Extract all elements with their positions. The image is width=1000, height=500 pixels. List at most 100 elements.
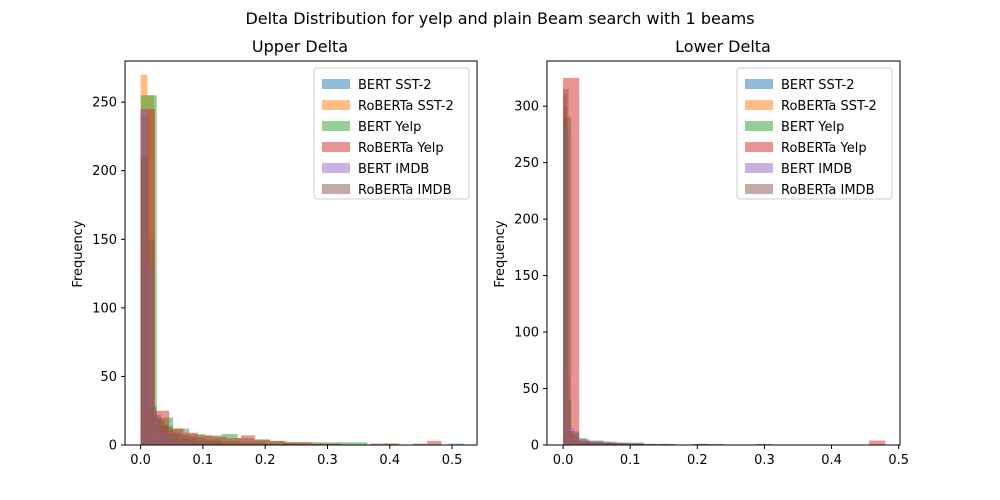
upper-delta-bar-roberta-imdb-4 bbox=[167, 434, 178, 445]
lower-delta-xtick-label-3: 0.3 bbox=[754, 453, 775, 468]
lower-delta-legend: BERT SST-2 RoBERTa SST-2 BERT Yelp RoBERTa … bbox=[736, 67, 893, 200]
lower-delta-ytick-label-4: 200 bbox=[514, 213, 539, 228]
upper-delta-legend-swatch-roberta-yelp bbox=[322, 142, 350, 152]
upper-delta-legend-label-roberta-yelp: RoBERTa Yelp bbox=[358, 141, 444, 156]
lower-delta-legend-swatch-bert-imdb bbox=[745, 163, 773, 173]
lower-delta-legend-swatch-roberta-imdb bbox=[745, 184, 773, 194]
figure-title: Delta Distribution for yelp and plain Be… bbox=[245, 9, 754, 28]
upper-delta-bar-roberta-yelp-15 bbox=[384, 443, 399, 445]
upper-delta-ylabel: Frequency bbox=[71, 220, 86, 287]
upper-delta-bar-roberta-yelp-7 bbox=[240, 435, 256, 445]
upper-delta-bar-roberta-yelp-6 bbox=[226, 438, 241, 445]
upper-delta-legend-label-bert-imdb: BERT IMDB bbox=[358, 162, 429, 177]
lower-delta-ytick-label-3: 150 bbox=[514, 269, 539, 284]
lower-delta-xtick-label-0: 0.0 bbox=[553, 453, 574, 468]
upper-delta-ytick-label-1: 50 bbox=[100, 370, 117, 385]
upper-delta-legend-label-bert-sst-2: BERT SST-2 bbox=[358, 78, 432, 93]
upper-delta-bars bbox=[140, 74, 465, 446]
upper-delta-bar-roberta-yelp-16 bbox=[412, 443, 428, 445]
lower-delta-bar-roberta-imdb-2 bbox=[573, 439, 580, 445]
upper-delta-bar-roberta-imdb-5 bbox=[177, 439, 197, 445]
upper-delta-bar-roberta-yelp-12 bbox=[312, 443, 327, 445]
upper-delta-ytick-label-5: 250 bbox=[92, 96, 117, 111]
lower-delta-ylabel: Frequency bbox=[493, 220, 508, 287]
upper-delta-legend-label-bert-yelp: BERT Yelp bbox=[358, 120, 421, 135]
upper-delta-legend: BERT SST-2 RoBERTa SST-2 BERT Yelp RoBERTa … bbox=[313, 67, 470, 200]
upper-delta-bar-bert-yelp-13 bbox=[351, 442, 368, 445]
upper-delta-xtick-label-1: 0.1 bbox=[193, 453, 214, 468]
lower-delta-axes: 0.0 0.1 0.2 0.3 0.4 0.5 0 50 100 150 200 250 300 bbox=[514, 60, 909, 468]
lower-delta-bars bbox=[563, 77, 886, 446]
upper-delta-xtick-label-0: 0.0 bbox=[130, 453, 151, 468]
upper-delta-xtick-label-3: 0.3 bbox=[317, 453, 338, 468]
upper-delta-xtick-label-5: 0.5 bbox=[442, 453, 463, 468]
lower-delta-bar-roberta-imdb-4 bbox=[589, 442, 617, 445]
upper-delta-ytick-label-4: 200 bbox=[92, 164, 117, 179]
lower-delta-bar-roberta-imdb-0 bbox=[563, 89, 569, 446]
lower-delta-legend-label-roberta-imdb: RoBERTa IMDB bbox=[781, 183, 875, 198]
lower-delta-xtick-label-2: 0.2 bbox=[687, 453, 708, 468]
upper-delta-bar-roberta-yelp-4 bbox=[197, 435, 213, 445]
upper-delta-bar-roberta-yelp-13 bbox=[326, 443, 342, 445]
upper-delta-bar-bert-yelp-12 bbox=[334, 442, 352, 445]
lower-delta-panel: Lower Delta Frequency 0.0 0.1 0.2 0.3 0.4 0.5… bbox=[493, 37, 909, 468]
upper-delta-axes: 0.0 0.1 0.2 0.3 0.4 0.5 0 50 100 150 200 250 bbox=[92, 60, 478, 468]
lower-delta-legend-box bbox=[736, 67, 893, 200]
lower-delta-ytick-label-5: 250 bbox=[514, 156, 539, 171]
lower-delta-legend-label-roberta-yelp: RoBERTa Yelp bbox=[781, 141, 867, 156]
lower-delta-bar-bert-yelp-7 bbox=[697, 443, 725, 445]
lower-delta-legend-label-roberta-sst-2: RoBERTa SST-2 bbox=[781, 99, 877, 114]
upper-delta-ytick-label-2: 100 bbox=[92, 301, 117, 316]
upper-delta-legend-swatch-bert-yelp bbox=[322, 121, 350, 131]
upper-delta-bar-roberta-imdb-6 bbox=[196, 442, 222, 445]
upper-delta-legend-box bbox=[313, 67, 470, 200]
lower-delta-xtick-label-5: 0.5 bbox=[888, 453, 909, 468]
lower-delta-ytick-label-1: 50 bbox=[522, 382, 539, 397]
upper-delta-bar-roberta-imdb-2 bbox=[154, 414, 162, 445]
lower-delta-bar-roberta-yelp-7 bbox=[756, 443, 773, 445]
upper-delta-bar-roberta-imdb-1 bbox=[147, 239, 155, 445]
lower-delta-bar-bert-yelp-6 bbox=[643, 443, 671, 445]
lower-delta-ytick-label-6: 300 bbox=[514, 100, 539, 115]
lower-delta-bar-roberta-imdb-3 bbox=[579, 441, 590, 445]
lower-delta-ytick-label-2: 100 bbox=[514, 326, 539, 341]
upper-delta-bar-bert-yelp-15 bbox=[448, 443, 465, 445]
upper-delta-legend-label-roberta-sst-2: RoBERTa SST-2 bbox=[358, 99, 454, 114]
lower-delta-bar-roberta-yelp-6 bbox=[691, 443, 709, 445]
upper-delta-bar-roberta-yelp-14 bbox=[369, 443, 385, 445]
upper-delta-legend-swatch-bert-imdb bbox=[322, 163, 350, 173]
lower-delta-bar-roberta-imdb-1 bbox=[568, 431, 574, 445]
upper-delta-bar-roberta-yelp-9 bbox=[269, 440, 284, 445]
lower-delta-axes-frame bbox=[546, 60, 901, 446]
upper-delta-bar-roberta-yelp-17 bbox=[427, 440, 442, 445]
upper-delta-bar-roberta-yelp-5 bbox=[212, 436, 227, 445]
lower-delta-xtick-label-1: 0.1 bbox=[620, 453, 641, 468]
lower-delta-bar-roberta-imdb-5 bbox=[616, 443, 644, 445]
lower-delta-title: Lower Delta bbox=[675, 37, 771, 56]
lower-delta-legend-label-bert-sst-2: BERT SST-2 bbox=[781, 78, 855, 93]
upper-delta-xtick-label-4: 0.4 bbox=[379, 453, 400, 468]
upper-delta-legend-label-roberta-imdb: RoBERTa IMDB bbox=[358, 183, 452, 198]
upper-delta-ytick-label-0: 0 bbox=[109, 439, 117, 454]
upper-delta-bar-roberta-yelp-10 bbox=[283, 442, 299, 445]
lower-delta-bar-roberta-yelp-5 bbox=[659, 443, 676, 445]
upper-delta-panel: Upper Delta Frequency 0.0 0.1 0.2 0.3 0.4 0.5… bbox=[71, 37, 478, 468]
lower-delta-legend-swatch-roberta-sst-2 bbox=[745, 100, 773, 110]
upper-delta-bar-roberta-imdb-3 bbox=[161, 425, 168, 445]
lower-delta-xtick-label-4: 0.4 bbox=[821, 453, 842, 468]
lower-delta-legend-swatch-bert-yelp bbox=[745, 121, 773, 131]
lower-delta-bar-roberta-yelp-8 bbox=[869, 440, 886, 445]
upper-delta-title: Upper Delta bbox=[252, 37, 348, 56]
upper-delta-bar-roberta-yelp-11 bbox=[298, 442, 313, 445]
upper-delta-bar-roberta-imdb-0 bbox=[140, 157, 148, 445]
upper-delta-legend-swatch-roberta-sst-2 bbox=[322, 100, 350, 110]
lower-delta-legend-swatch-roberta-yelp bbox=[745, 142, 773, 152]
upper-delta-legend-swatch-bert-sst-2 bbox=[322, 79, 350, 89]
lower-delta-legend-swatch-bert-sst-2 bbox=[745, 79, 773, 89]
lower-delta-legend-label-bert-imdb: BERT IMDB bbox=[781, 162, 852, 177]
upper-delta-legend-swatch-roberta-imdb bbox=[322, 184, 350, 194]
lower-delta-legend-label-bert-yelp: BERT Yelp bbox=[781, 120, 844, 135]
upper-delta-xtick-label-2: 0.2 bbox=[255, 453, 276, 468]
lower-delta-ytick-label-0: 0 bbox=[531, 439, 539, 454]
upper-delta-axes-frame bbox=[124, 60, 478, 446]
